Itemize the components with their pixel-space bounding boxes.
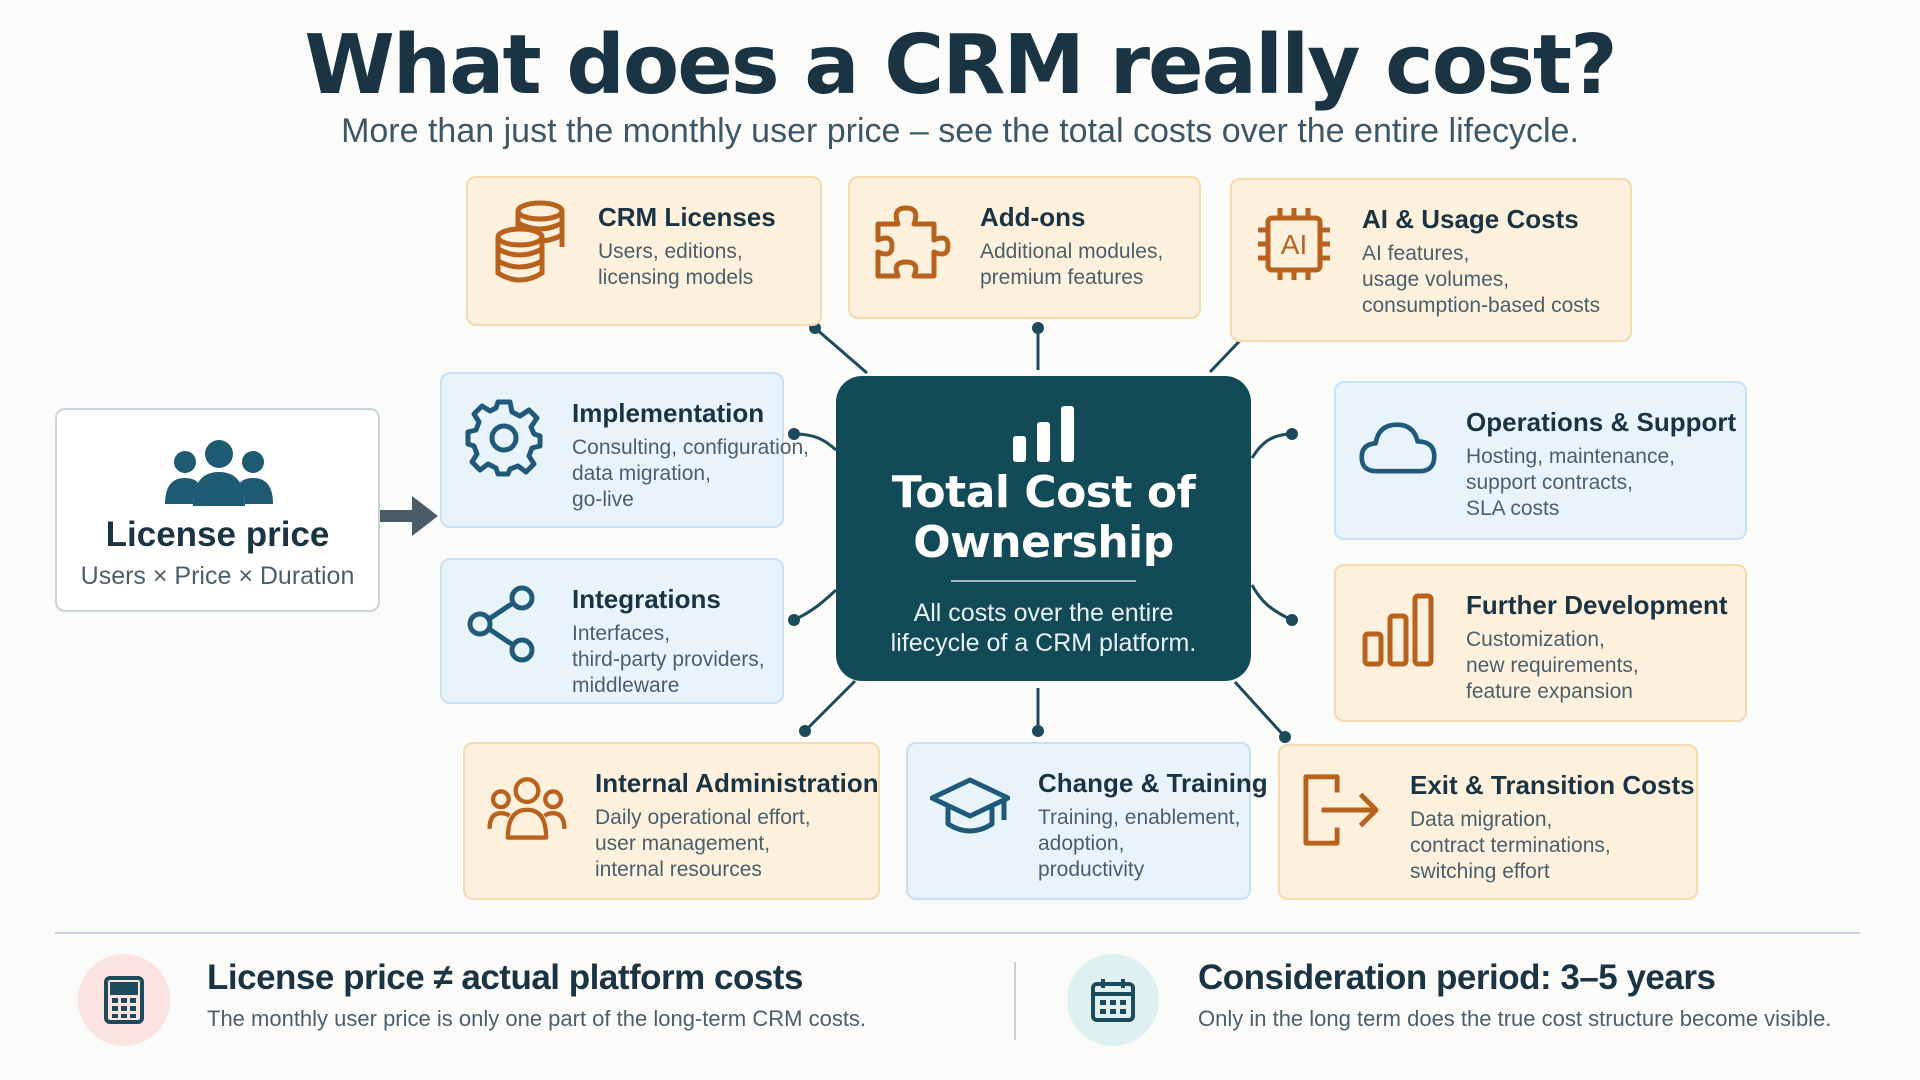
card-integrations: Integrations Interfaces, third-party pro… xyxy=(440,558,784,704)
license-price-card: License price Users × Price × Duration xyxy=(55,408,380,612)
card-desc-line: Daily operational effort, xyxy=(595,806,811,829)
card-internal-administration: Internal Administration Daily operationa… xyxy=(463,742,880,900)
footer-right-desc: Only in the long term does the true cost… xyxy=(1198,1006,1832,1031)
cloud-icon xyxy=(1358,407,1438,487)
card-desc-line: Customization, xyxy=(1466,628,1605,651)
card-title: Implementation xyxy=(572,398,765,428)
card-implementation: Implementation Consulting, configuration… xyxy=(440,372,809,528)
ai-chip-label: AI xyxy=(1281,229,1307,260)
card-desc-line: data migration, xyxy=(572,462,711,485)
card-desc-line: Consulting, configuration, xyxy=(572,436,809,459)
card-desc-line: Hosting, maintenance, xyxy=(1466,445,1675,468)
tco-desc-line: lifecycle of a CRM platform. xyxy=(890,629,1197,657)
people-group-icon xyxy=(487,768,567,848)
card-title: AI & Usage Costs xyxy=(1362,204,1579,234)
card-desc-line: adoption, xyxy=(1038,832,1125,855)
card-desc-line: licensing models xyxy=(598,266,754,289)
bar-chart-icon xyxy=(1358,590,1438,670)
card-addons: Add-ons Additional modules, premium feat… xyxy=(848,176,1201,319)
card-desc-line: new requirements, xyxy=(1466,654,1639,677)
coin-stack-icon xyxy=(490,200,570,283)
tco-divider xyxy=(951,580,1136,582)
card-title: Integrations xyxy=(572,584,721,614)
license-price-formula: Users × Price × Duration xyxy=(80,562,355,590)
card-title: Further Development xyxy=(1466,590,1728,620)
card-exit-transition: Exit & Transition Costs Data migration, … xyxy=(1278,744,1698,900)
tco-title-line: Total Cost of xyxy=(891,467,1196,518)
users-group-icon xyxy=(163,438,275,513)
tco-center-card: Total Cost of Ownership All costs over t… xyxy=(836,376,1251,681)
tco-title-line: Ownership xyxy=(913,517,1174,568)
arrow-right-icon xyxy=(378,494,440,543)
card-title: Change & Training xyxy=(1038,768,1268,798)
card-desc-line: productivity xyxy=(1038,858,1145,881)
card-desc-line: AI features, xyxy=(1362,242,1470,265)
card-desc-line: contract terminations, xyxy=(1410,834,1611,857)
footer-separator xyxy=(1014,962,1016,1040)
card-change-training: Change & Training Training, enablement, … xyxy=(906,742,1268,900)
card-desc-line: premium features xyxy=(980,266,1144,289)
card-desc-line: feature expansion xyxy=(1466,680,1633,703)
card-desc-line: SLA costs xyxy=(1466,497,1560,520)
footer-left-title: License price ≠ actual platform costs xyxy=(207,958,803,997)
exit-arrow-icon xyxy=(1302,770,1382,850)
card-desc-line: internal resources xyxy=(595,858,762,881)
card-desc-line: go-live xyxy=(572,488,634,511)
card-title: Internal Administration xyxy=(595,768,879,798)
tco-description: All costs over the entire lifecycle of a… xyxy=(836,598,1251,658)
card-title: Exit & Transition Costs xyxy=(1410,770,1695,800)
card-ai-usage: AI AI & Usage Costs AI features, usage v… xyxy=(1230,178,1632,342)
puzzle-icon xyxy=(872,202,952,282)
card-title: Add-ons xyxy=(980,202,1086,232)
card-desc-line: support contracts, xyxy=(1466,471,1633,494)
page-title: What does a CRM really cost? xyxy=(304,18,1617,113)
card-title: CRM Licenses xyxy=(598,202,776,232)
tco-desc-line: All costs over the entire xyxy=(913,599,1174,627)
calendar-icon xyxy=(1067,954,1159,1046)
card-title: Operations & Support xyxy=(1466,407,1737,437)
share-nodes-icon xyxy=(464,584,544,664)
card-further-development: Further Development Customization, new r… xyxy=(1334,564,1747,722)
card-desc-line: Interfaces, xyxy=(572,622,671,645)
card-desc-line: switching effort xyxy=(1410,860,1550,883)
card-desc-line: usage volumes, xyxy=(1362,268,1510,291)
card-crm-licenses: CRM Licenses Users, editions, licensing … xyxy=(466,176,822,326)
card-operations-support: Operations & Support Hosting, maintenanc… xyxy=(1334,381,1747,540)
card-desc-line: middleware xyxy=(572,674,680,697)
card-desc-line: consumption-based costs xyxy=(1362,294,1601,317)
bar-chart-icon xyxy=(1011,404,1077,469)
card-desc-line: third-party providers, xyxy=(572,648,765,671)
calculator-icon xyxy=(78,954,170,1046)
tco-title: Total Cost of Ownership xyxy=(836,468,1251,568)
card-desc-line: user management, xyxy=(595,832,771,855)
ai-chip-icon: AI xyxy=(1254,204,1334,284)
card-desc-line: Additional modules, xyxy=(980,240,1164,263)
card-desc-line: Training, enablement, xyxy=(1038,806,1241,829)
gear-icon xyxy=(464,398,544,478)
footer-divider xyxy=(55,932,1860,934)
page-subtitle: More than just the monthly user price – … xyxy=(341,112,1579,150)
card-desc-line: Data migration, xyxy=(1410,808,1553,831)
footer-right-title: Consideration period: 3–5 years xyxy=(1198,958,1716,997)
graduation-cap-icon xyxy=(930,768,1010,848)
license-price-title: License price xyxy=(105,515,330,554)
card-desc-line: Users, editions, xyxy=(598,240,743,263)
footer-left-desc: The monthly user price is only one part … xyxy=(207,1006,867,1031)
